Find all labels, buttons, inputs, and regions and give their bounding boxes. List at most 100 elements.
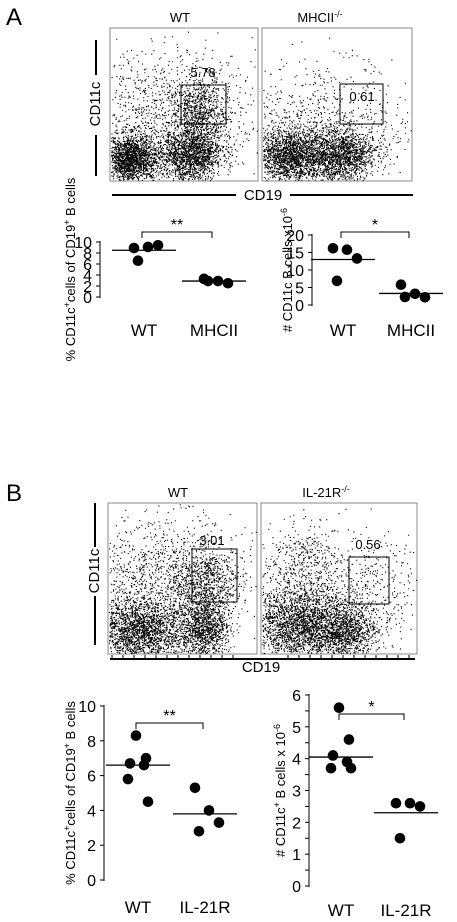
flow-b2-title: IL-21R-/- bbox=[302, 484, 350, 500]
flow-gate-b2 bbox=[348, 556, 390, 605]
flow-dots-a2 bbox=[263, 37, 412, 182]
flow-gate-value-b2: 0.56 bbox=[355, 537, 380, 552]
data-point bbox=[132, 255, 144, 266]
significance-stars: * bbox=[372, 217, 378, 234]
data-point bbox=[345, 762, 357, 774]
flow-gate-a1 bbox=[180, 84, 227, 125]
data-point bbox=[142, 796, 154, 807]
y-tick-label: 6 bbox=[83, 257, 92, 274]
flow-dot-cloud bbox=[109, 504, 257, 655]
flow-a1-title: WT bbox=[170, 10, 190, 25]
significance-stars: ** bbox=[171, 217, 183, 234]
flow-a2-title: MHCII-/- bbox=[297, 9, 342, 25]
y-tick-label: 4 bbox=[83, 268, 92, 285]
y-tick-label: 5 bbox=[295, 281, 304, 298]
data-point bbox=[327, 243, 339, 254]
y-tick-label: 6 bbox=[292, 688, 301, 705]
x-category-label: WT bbox=[328, 901, 354, 920]
y-tick-label: 10 bbox=[78, 699, 96, 716]
x-category-label: MHCII bbox=[387, 321, 435, 340]
x-category-label: IL-21R bbox=[380, 901, 431, 920]
y-tick-label: 20 bbox=[286, 228, 304, 245]
y-tick-label: 0 bbox=[292, 879, 301, 896]
dotplot-b-right: 0 1 2 3 4 5 6 # CD11c+ B cells x 10-6 WT IL-21R * bbox=[272, 688, 438, 920]
y-axis-label: % CD11c+cells of CD19+ B cells bbox=[62, 701, 78, 885]
data-point bbox=[189, 782, 201, 794]
flow-a-xlabel: CD19 bbox=[244, 187, 282, 204]
data-point bbox=[124, 758, 136, 769]
y-tick-label: 0 bbox=[87, 873, 96, 890]
data-point bbox=[327, 750, 339, 761]
panel-b-letter: B bbox=[6, 480, 22, 507]
flow-plot-a1: 5.78 bbox=[109, 27, 259, 182]
data-point bbox=[390, 797, 402, 809]
y-tick-label: 8 bbox=[87, 734, 96, 751]
data-point bbox=[193, 825, 205, 837]
flow-dot-cloud bbox=[263, 37, 412, 182]
data-point bbox=[325, 762, 337, 774]
flow-dots-b2 bbox=[262, 508, 418, 654]
flow-b-ylabel: CD11c bbox=[86, 548, 103, 593]
x-category-label: MHCII bbox=[190, 321, 238, 340]
data-point bbox=[419, 292, 431, 303]
y-tick-label: 2 bbox=[87, 838, 96, 855]
y-tick-label: 4 bbox=[292, 752, 301, 769]
y-tick-label: 15 bbox=[286, 246, 304, 263]
data-point bbox=[343, 734, 355, 745]
data-point bbox=[414, 801, 426, 812]
flow-plot-b1: 3.01 bbox=[107, 502, 258, 655]
y-axis-label: # CD11c+ B cells x 10-6 bbox=[272, 724, 288, 857]
x-category-label: WT bbox=[330, 321, 356, 340]
flow-gate-value-b1: 3.01 bbox=[199, 533, 224, 548]
dotplot-b-left: 0 2 4 6 8 10% CD11c+cells of CD19+ B cells WT I… bbox=[62, 699, 237, 917]
data-point bbox=[399, 291, 411, 303]
x-category-label: WT bbox=[131, 321, 157, 340]
significance-bracket bbox=[135, 722, 204, 729]
data-point bbox=[128, 242, 140, 254]
data-point bbox=[404, 797, 416, 809]
y-tick-label: 0 bbox=[83, 290, 92, 307]
flow-plot-a2: 0.61 bbox=[261, 27, 413, 182]
data-point bbox=[395, 279, 407, 291]
flow-b1-title: WT bbox=[168, 485, 188, 500]
flow-plot-b2: 0.56 bbox=[260, 502, 418, 655]
panel-a-letter: A bbox=[6, 4, 22, 31]
data-point bbox=[213, 817, 225, 828]
significance-stars: * bbox=[368, 699, 374, 716]
y-tick-label: 2 bbox=[83, 279, 92, 296]
y-tick-label: 8 bbox=[83, 246, 92, 263]
y-tick-label: 1 bbox=[292, 847, 301, 864]
flow-b-xlabel-bg bbox=[236, 660, 286, 674]
data-point bbox=[341, 244, 353, 255]
flow-gate-value-a1: 5.78 bbox=[190, 65, 215, 80]
flow-b-xlabel: CD19 bbox=[242, 659, 280, 676]
data-point bbox=[130, 730, 142, 741]
flow-a-ylabel: CD11c bbox=[87, 81, 104, 126]
y-axis-label: % CD11c+cells of CD19+ B cells bbox=[62, 177, 78, 361]
data-point bbox=[333, 702, 345, 714]
data-point bbox=[152, 240, 164, 251]
significance-bracket bbox=[141, 231, 213, 238]
y-tick-label: 10 bbox=[286, 263, 304, 280]
data-point bbox=[203, 805, 215, 816]
flow-dots-a1 bbox=[111, 31, 258, 182]
flow-b-xaxis-ticks bbox=[111, 655, 410, 659]
flow-gate-a2 bbox=[339, 83, 384, 125]
x-category-label: WT bbox=[125, 898, 151, 917]
significance-bracket bbox=[338, 713, 405, 720]
y-tick-label: 6 bbox=[87, 769, 96, 786]
y-tick-label: 2 bbox=[292, 815, 301, 832]
x-category-label: IL-21R bbox=[179, 898, 230, 917]
data-point bbox=[351, 253, 363, 264]
flow-dots-b1 bbox=[109, 504, 257, 655]
data-point bbox=[331, 275, 343, 287]
flow-dot-cloud bbox=[262, 508, 418, 654]
y-axis-label: # CD11c B cells x10-6 bbox=[279, 208, 295, 332]
data-point bbox=[394, 832, 406, 844]
y-tick-label: 4 bbox=[87, 803, 96, 820]
data-point bbox=[222, 277, 234, 289]
data-point bbox=[122, 773, 134, 785]
